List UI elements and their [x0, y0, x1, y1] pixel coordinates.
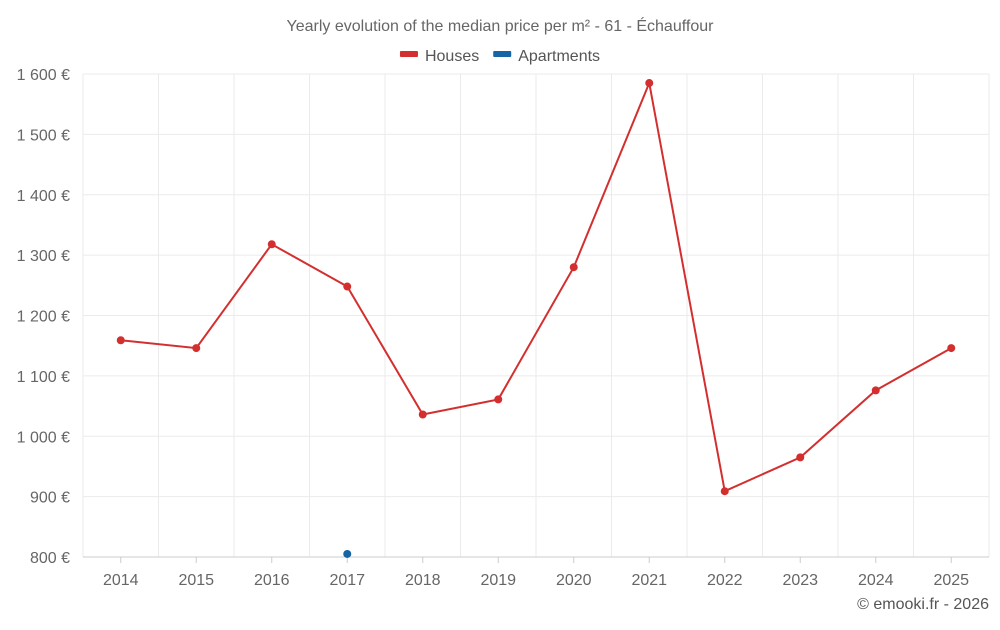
credit-text: © emooki.fr - 2026 [857, 596, 989, 613]
x-tick-label: 2022 [707, 572, 743, 589]
axes: 800 € 900 € 1 000 € 1 100 € 1 200 € 1 300 € 1 … [17, 67, 989, 589]
legend-swatch [399, 51, 418, 57]
data-point[interactable] [947, 344, 956, 353]
data-point[interactable] [871, 386, 880, 395]
x-tick-label: 2021 [631, 572, 667, 589]
x-tick-label: 2019 [480, 572, 516, 589]
legend[interactable]: Houses Apartments [399, 48, 600, 65]
y-tick-label: 1 500 € [17, 127, 70, 144]
data-point[interactable] [796, 453, 805, 462]
data-point[interactable] [720, 487, 729, 496]
series-apartments [343, 549, 352, 558]
x-tick-label: 2020 [556, 572, 592, 589]
series-line [120, 79, 952, 493]
series [116, 79, 956, 558]
y-tick-label: 800 € [30, 550, 70, 567]
x-tick-label: 2015 [178, 572, 214, 589]
chart-title: Yearly evolution of the median price per… [287, 16, 715, 35]
x-tick-label: 2016 [254, 572, 290, 589]
legend-label: Houses [425, 48, 479, 65]
legend-label: Apartments [518, 48, 600, 65]
y-tick-label: 1 200 € [17, 309, 70, 326]
x-tick-label: 2025 [933, 572, 969, 589]
y-tick-label: 1 400 € [17, 188, 70, 205]
x-tick-label: 2017 [329, 572, 365, 589]
legend-item-houses[interactable]: Houses [399, 48, 479, 65]
data-point[interactable] [343, 549, 352, 558]
x-tick-label: 2023 [782, 572, 818, 589]
data-point[interactable] [569, 263, 578, 272]
data-point[interactable] [267, 240, 276, 249]
legend-item-apartments[interactable]: Apartments [493, 48, 600, 65]
data-point[interactable] [116, 336, 125, 345]
y-tick-label: 1 100 € [17, 369, 70, 386]
x-tick-label: 2014 [103, 572, 139, 589]
data-point[interactable] [494, 395, 503, 404]
x-tick-label: 2024 [858, 572, 894, 589]
series-houses [116, 79, 956, 496]
y-tick-label: 1 600 € [17, 67, 70, 84]
grid [82, 73, 990, 557]
legend-swatch [493, 51, 512, 57]
y-tick-label: 900 € [30, 490, 70, 507]
x-tick-label: 2018 [405, 572, 441, 589]
data-point[interactable] [192, 344, 201, 353]
data-point[interactable] [418, 410, 427, 419]
y-tick-label: 1 000 € [17, 429, 70, 446]
data-point[interactable] [645, 79, 654, 88]
data-point[interactable] [343, 282, 352, 291]
y-tick-label: 1 300 € [17, 248, 70, 265]
